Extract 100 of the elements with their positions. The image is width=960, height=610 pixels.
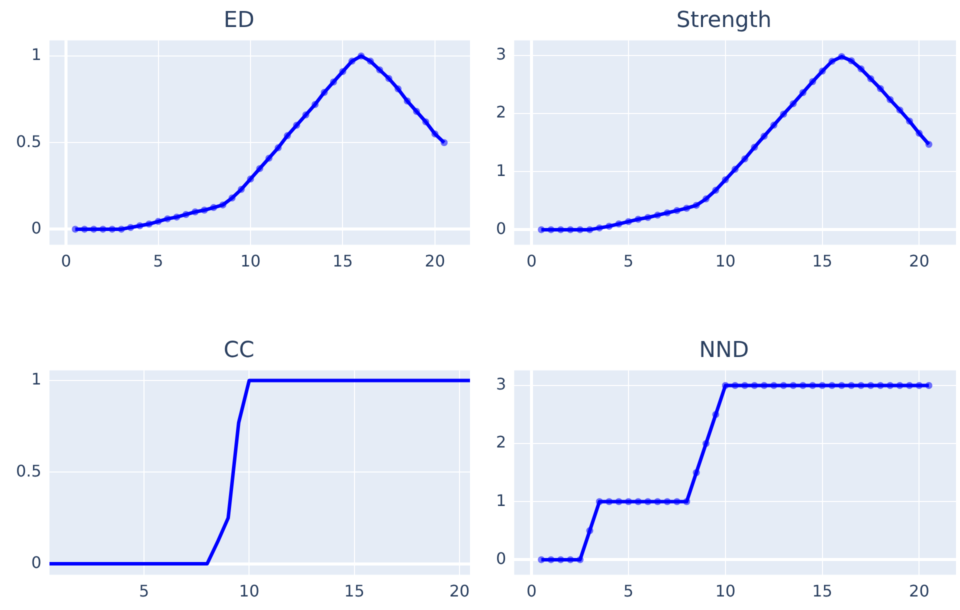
point: [90, 226, 98, 233]
point: [838, 53, 846, 60]
point: [247, 175, 254, 182]
point: [886, 96, 894, 104]
point: [916, 130, 923, 137]
point: [80, 226, 88, 233]
point: [548, 226, 554, 234]
point: [790, 382, 797, 389]
point: [284, 132, 291, 140]
point: [127, 224, 134, 231]
y-tick-label: 2: [496, 102, 506, 122]
point: [867, 75, 874, 82]
point: [219, 201, 226, 208]
point: [683, 204, 690, 212]
point: [916, 382, 923, 389]
point: [413, 108, 420, 115]
y-tick-label: 3: [496, 44, 506, 64]
x-tick-label: 5: [623, 252, 634, 271]
point: [809, 78, 816, 86]
point: [750, 144, 758, 151]
x-tick-label: 10: [239, 582, 260, 601]
y-tick-label: 1: [31, 370, 42, 389]
point: [358, 52, 365, 60]
point: [925, 140, 932, 148]
point: [274, 144, 282, 152]
point: [799, 89, 806, 96]
point: [440, 139, 448, 146]
chart-title: NND: [699, 338, 749, 363]
point: [136, 222, 144, 230]
point: [722, 382, 729, 389]
point: [625, 218, 632, 226]
point: [750, 382, 758, 389]
x-tick-label: 10: [715, 582, 736, 601]
point: [596, 498, 603, 506]
point: [654, 498, 662, 506]
point: [722, 176, 729, 184]
point: [886, 382, 894, 389]
y-tick-label: 0: [496, 218, 506, 238]
chart-title: CC: [224, 338, 254, 363]
point: [238, 186, 245, 193]
point: [108, 226, 116, 233]
point: [741, 382, 748, 389]
point: [683, 498, 690, 506]
x-tick-label: 20: [909, 582, 930, 601]
point: [634, 216, 642, 223]
point: [256, 165, 264, 172]
point: [828, 58, 836, 65]
point: [760, 132, 768, 140]
point: [192, 208, 199, 216]
point: [702, 440, 710, 448]
point: [330, 78, 338, 86]
point: [615, 498, 622, 506]
point: [664, 498, 671, 506]
point: [146, 220, 153, 228]
x-tick-label: 5: [623, 582, 634, 601]
point: [385, 75, 392, 82]
point: [615, 220, 622, 228]
point: [366, 58, 374, 65]
point: [906, 118, 913, 125]
x-tick-label: 10: [715, 252, 736, 271]
point: [809, 382, 816, 389]
point: [557, 556, 564, 564]
point: [818, 68, 826, 75]
point: [348, 58, 356, 65]
point: [548, 556, 554, 564]
point: [293, 122, 300, 129]
x-tick-label: 15: [332, 252, 353, 271]
point: [302, 111, 310, 118]
point: [634, 498, 642, 506]
point: [228, 194, 236, 202]
point: [664, 209, 671, 216]
point: [712, 186, 720, 194]
x-tick-label: 20: [449, 582, 470, 601]
y-tick-label: 0.5: [16, 132, 42, 151]
point: [858, 382, 865, 389]
point: [72, 226, 79, 233]
point: [876, 382, 884, 389]
point: [210, 204, 218, 212]
point: [557, 226, 564, 234]
point: [99, 226, 106, 233]
x-tick-label: 15: [812, 252, 832, 271]
x-tick-label: 20: [909, 252, 930, 271]
point: [673, 207, 680, 214]
point: [732, 166, 739, 173]
chart-title: Strength: [676, 8, 772, 33]
point: [770, 122, 778, 129]
point: [576, 556, 584, 564]
y-tick-label: 0: [31, 552, 42, 572]
point: [538, 226, 545, 234]
point: [712, 411, 720, 418]
point: [596, 224, 603, 232]
x-tick-label: 15: [344, 582, 365, 601]
y-tick-label: 2: [496, 432, 506, 452]
point: [925, 382, 932, 389]
point: [312, 100, 319, 108]
x-tick-label: 0: [526, 252, 537, 271]
point: [644, 214, 652, 222]
point: [702, 195, 710, 202]
point: [586, 226, 594, 234]
point: [906, 382, 913, 389]
